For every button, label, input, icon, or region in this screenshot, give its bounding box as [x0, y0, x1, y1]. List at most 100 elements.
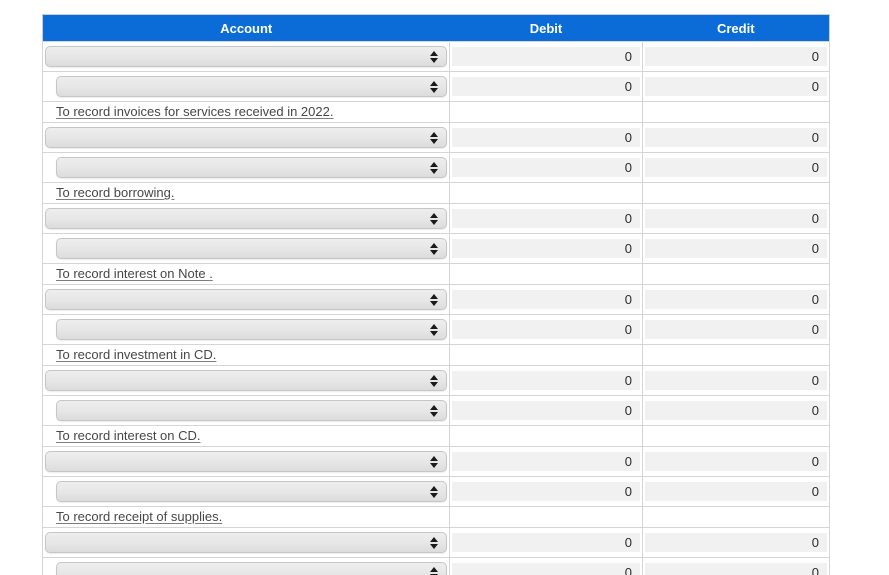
account-cell: [42, 446, 450, 477]
debit-cell: 0: [449, 557, 643, 575]
credit-cell: 0: [642, 41, 830, 72]
credit-cell: 0: [642, 527, 830, 558]
debit-input[interactable]: 0: [452, 77, 640, 96]
credit-input[interactable]: 0: [645, 209, 827, 228]
debit-cell: 0: [449, 71, 643, 102]
debit-input[interactable]: 0: [452, 47, 640, 66]
column-header-credit: Credit: [642, 14, 830, 42]
description-cell: To record interest on CD.: [42, 425, 450, 447]
account-cell: [42, 203, 450, 234]
account-select[interactable]: [56, 562, 447, 575]
debit-cell: 0: [449, 284, 643, 315]
debit-input[interactable]: 0: [452, 320, 640, 339]
account-select[interactable]: [56, 481, 447, 502]
account-cell: [42, 284, 450, 315]
journal-line-row: 0 0: [42, 446, 830, 477]
credit-cell: 0: [642, 71, 830, 102]
credit-cell: 0: [642, 152, 830, 183]
select-spinner-icon: [430, 131, 438, 144]
account-select[interactable]: [56, 319, 447, 340]
account-select[interactable]: [45, 289, 447, 310]
credit-input[interactable]: 0: [645, 482, 827, 501]
credit-input[interactable]: 0: [645, 290, 827, 309]
debit-cell: 0: [449, 314, 643, 345]
account-select[interactable]: [45, 532, 447, 553]
entry-description: To record receipt of supplies.: [56, 509, 223, 524]
empty-debit-cell: [449, 101, 643, 123]
credit-input[interactable]: 0: [645, 401, 827, 420]
credit-input[interactable]: 0: [645, 77, 827, 96]
debit-input[interactable]: 0: [452, 209, 640, 228]
credit-input[interactable]: 0: [645, 320, 827, 339]
account-select[interactable]: [45, 451, 447, 472]
credit-cell: 0: [642, 557, 830, 575]
description-cell: To record invoices for services received…: [42, 101, 450, 123]
debit-cell: 0: [449, 41, 643, 72]
select-spinner-icon: [430, 293, 438, 306]
debit-input[interactable]: 0: [452, 482, 640, 501]
credit-input[interactable]: 0: [645, 47, 827, 66]
empty-debit-cell: [449, 506, 643, 528]
empty-debit-cell: [449, 425, 643, 447]
credit-input[interactable]: 0: [645, 452, 827, 471]
description-cell: To record interest on Note .: [42, 263, 450, 285]
journal-line-row: 0 0: [42, 527, 830, 558]
debit-input[interactable]: 0: [452, 158, 640, 177]
debit-cell: 0: [449, 476, 643, 507]
account-select[interactable]: [45, 370, 447, 391]
journal-line-row: 0 0: [42, 284, 830, 315]
table-header-row: Account Debit Credit: [42, 14, 830, 42]
entry-description: To record borrowing.: [56, 185, 175, 200]
select-spinner-icon: [430, 536, 438, 549]
account-select[interactable]: [56, 76, 447, 97]
account-select[interactable]: [56, 157, 447, 178]
entry-description-row: To record interest on CD.: [42, 425, 830, 447]
debit-input[interactable]: 0: [452, 290, 640, 309]
credit-input[interactable]: 0: [645, 563, 827, 575]
debit-input[interactable]: 0: [452, 452, 640, 471]
account-cell: [42, 152, 450, 183]
select-spinner-icon: [430, 242, 438, 255]
credit-cell: 0: [642, 365, 830, 396]
credit-input[interactable]: 0: [645, 239, 827, 258]
select-spinner-icon: [430, 50, 438, 63]
journal-entry-table: Account Debit Credit 0 0: [42, 14, 830, 575]
credit-input[interactable]: 0: [645, 371, 827, 390]
account-select[interactable]: [56, 400, 447, 421]
select-spinner-icon: [430, 161, 438, 174]
description-cell: To record investment in CD.: [42, 344, 450, 366]
credit-input[interactable]: 0: [645, 533, 827, 552]
select-spinner-icon: [430, 323, 438, 336]
entry-description-row: To record investment in CD.: [42, 344, 830, 366]
column-header-account: Account: [42, 14, 450, 42]
entry-description: To record interest on Note .: [56, 266, 213, 281]
journal-line-row: 0 0: [42, 365, 830, 396]
debit-input[interactable]: 0: [452, 533, 640, 552]
account-cell: [42, 365, 450, 396]
account-select[interactable]: [56, 238, 447, 259]
journal-line-row: 0 0: [42, 476, 830, 507]
entry-description-row: To record borrowing.: [42, 182, 830, 204]
debit-input[interactable]: 0: [452, 128, 640, 147]
debit-input[interactable]: 0: [452, 401, 640, 420]
journal-line-row: 0 0: [42, 122, 830, 153]
select-spinner-icon: [430, 212, 438, 225]
select-spinner-icon: [430, 455, 438, 468]
debit-input[interactable]: 0: [452, 371, 640, 390]
journal-line-row: 0 0: [42, 203, 830, 234]
empty-debit-cell: [449, 263, 643, 285]
journal-line-row: 0 0: [42, 152, 830, 183]
account-select[interactable]: [45, 208, 447, 229]
credit-input[interactable]: 0: [645, 128, 827, 147]
credit-input[interactable]: 0: [645, 158, 827, 177]
debit-input[interactable]: 0: [452, 563, 640, 575]
entry-description: To record interest on CD.: [56, 428, 201, 443]
debit-cell: 0: [449, 122, 643, 153]
description-cell: To record receipt of supplies.: [42, 506, 450, 528]
account-select[interactable]: [45, 46, 447, 67]
debit-input[interactable]: 0: [452, 239, 640, 258]
account-select[interactable]: [45, 127, 447, 148]
account-cell: [42, 527, 450, 558]
empty-credit-cell: [642, 506, 830, 528]
